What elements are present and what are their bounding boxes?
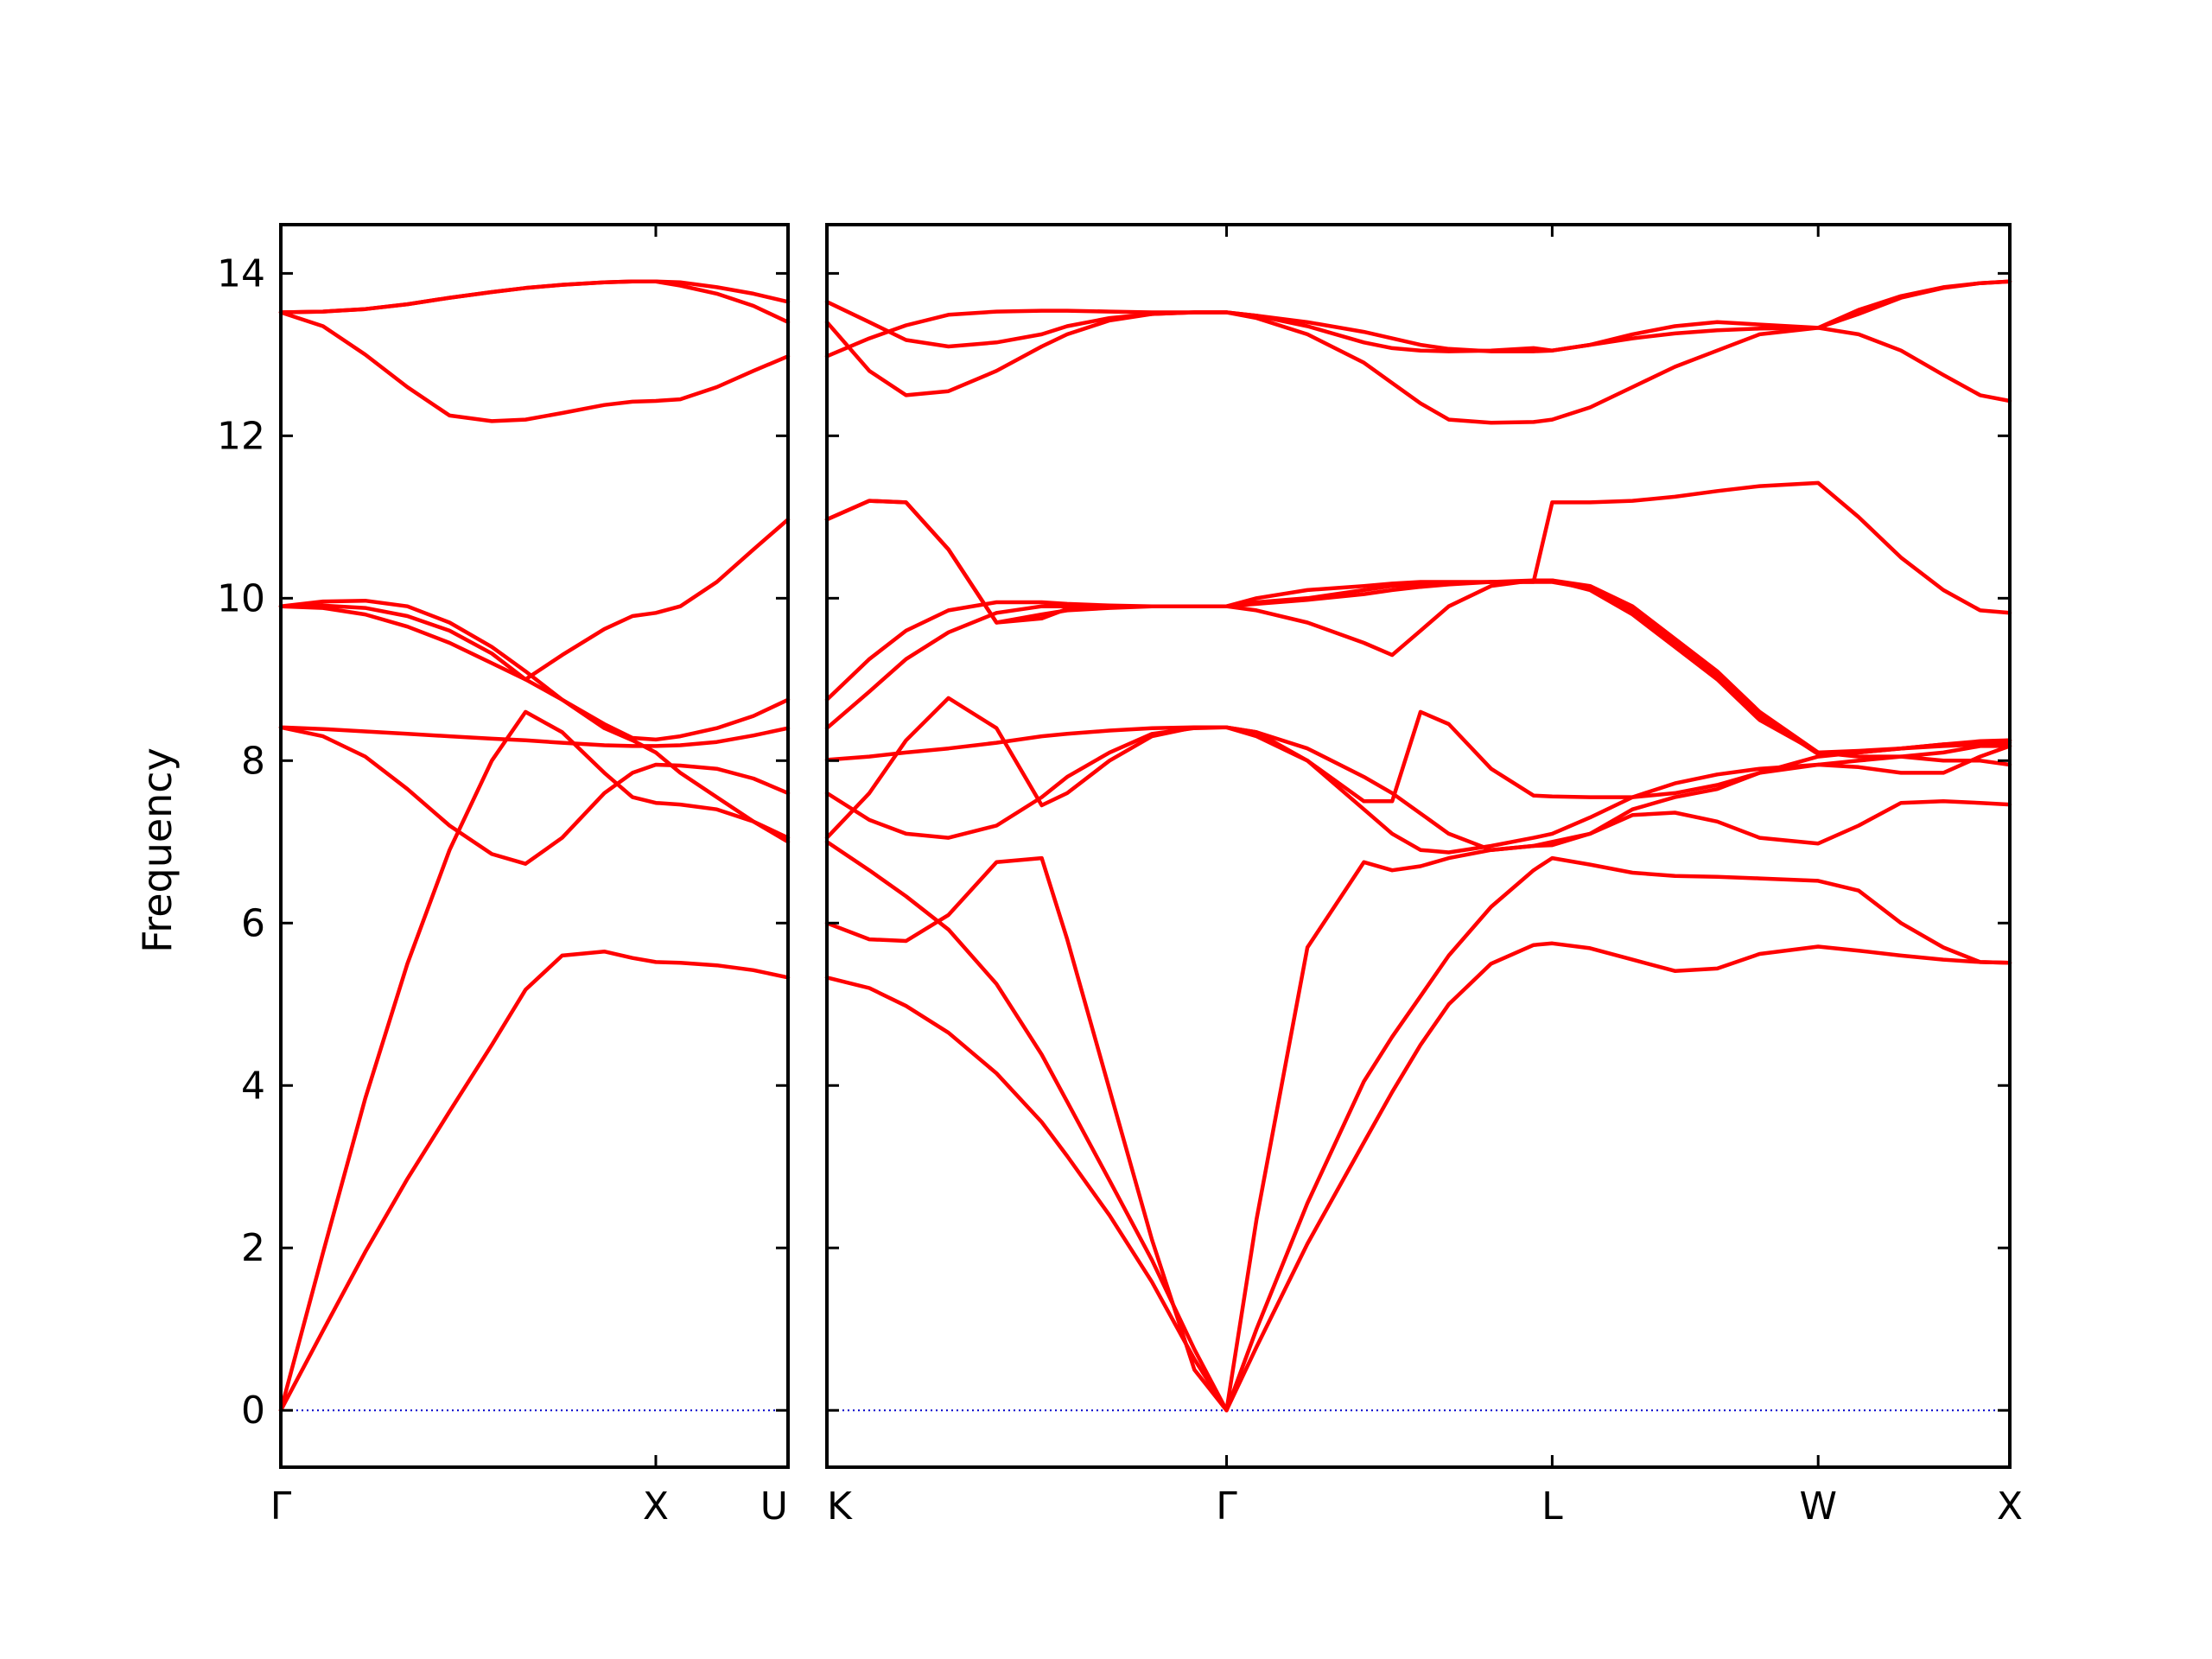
band-line-0-2: [278, 725, 791, 866]
x-tick-label: Γ: [270, 1484, 292, 1529]
x-tick-label: L: [1541, 1484, 1563, 1529]
band-line-1-8: [824, 499, 2012, 757]
panel-left: 0 2 4 6 8 10 12 14 Γ X U: [217, 223, 791, 1529]
plot-frame: [825, 223, 2012, 1469]
band-line-1-3: [824, 725, 2012, 855]
x-tick-label: K: [827, 1484, 853, 1529]
y-tick-label: 2: [241, 1226, 265, 1270]
band-line-1-1: [824, 840, 2012, 1413]
band-line-0-7: [278, 310, 791, 423]
y-tick-label: 8: [241, 739, 265, 783]
band-line-1-9: [824, 480, 2012, 625]
y-tick-label: 10: [217, 576, 265, 620]
band-line-1-6: [824, 578, 2012, 767]
y-tick-label: 14: [217, 251, 265, 296]
band-line-1-7: [824, 578, 2012, 755]
y-tick-label: 12: [217, 414, 265, 458]
x-tick-label: W: [1799, 1484, 1837, 1529]
y-tick-label: 6: [241, 901, 265, 945]
band-line-1-0: [824, 941, 2012, 1413]
band-line-1-5: [824, 725, 2012, 852]
band-line-1-12: [824, 279, 2012, 397]
plot-frame: [279, 223, 790, 1469]
band-line-0-4: [278, 517, 791, 682]
x-tick-label: X: [1997, 1484, 2023, 1529]
band-line-0-1: [278, 709, 791, 1413]
band-line-1-4: [824, 696, 2012, 840]
y-axis-title: Frequency: [134, 747, 181, 953]
y-tick-label: 4: [241, 1064, 265, 1108]
band-line-0-0: [278, 949, 791, 1413]
band-line-0-6: [278, 598, 791, 840]
band-line-0-9: [278, 279, 791, 315]
band-line-0-3: [278, 725, 791, 748]
y-tick-label: 0: [241, 1389, 265, 1433]
x-tick-label: Γ: [1216, 1484, 1237, 1529]
band-line-1-2: [824, 799, 2012, 1413]
x-tick-label: U: [760, 1484, 788, 1529]
x-tick-label: X: [643, 1484, 669, 1529]
